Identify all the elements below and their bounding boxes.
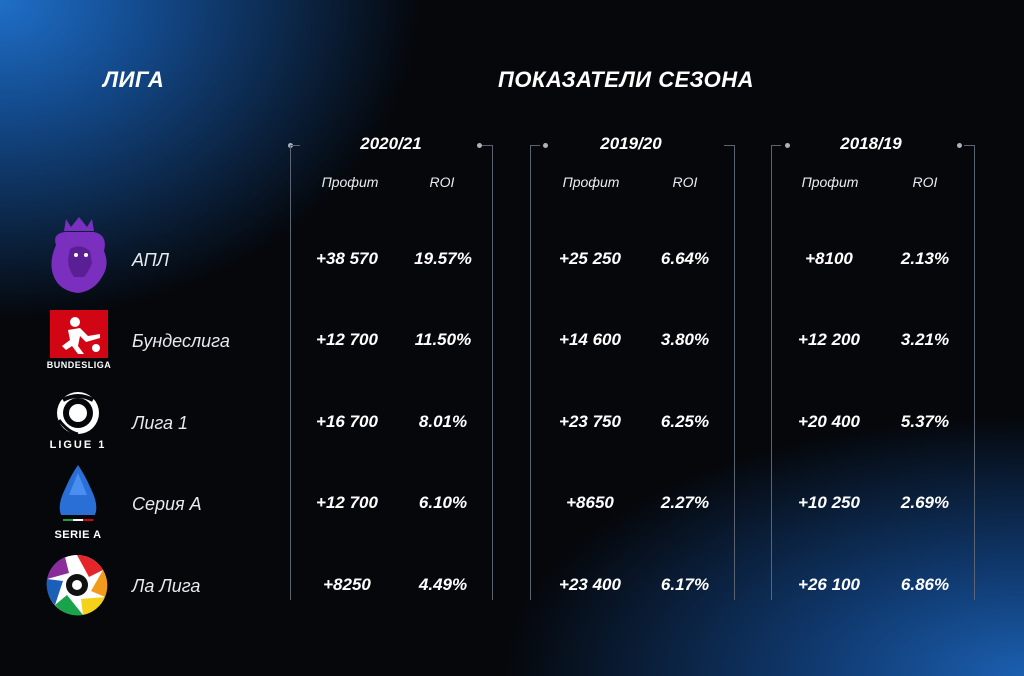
- league-name-serie-a: Серия А: [132, 494, 202, 514]
- col-roi: ROI: [672, 174, 698, 190]
- season-year: 2020/21: [360, 134, 422, 153]
- col-profit: Профит: [321, 174, 379, 190]
- bracket-right: [974, 145, 975, 600]
- profit-cell: +16 700: [316, 412, 378, 431]
- roi-cell: 3.80%: [660, 330, 710, 349]
- roi-cell: 19.57%: [414, 249, 472, 268]
- bracket-left: [530, 145, 531, 600]
- season-stats-header: ПОКАЗАТЕЛИ СЕЗОНА: [498, 67, 754, 92]
- col-roi: ROI: [429, 174, 455, 190]
- bracket-right: [734, 145, 735, 600]
- league-column-header: ЛИГА: [103, 67, 165, 92]
- col-roi: ROI: [912, 174, 938, 190]
- profit-cell: +12 700: [316, 330, 378, 349]
- roi-cell: 6.86%: [900, 575, 950, 594]
- profit-cell: +25 250: [559, 249, 621, 268]
- bracket-dot: [543, 143, 548, 148]
- ligue1-icon: [57, 392, 99, 436]
- roi-cell: 6.10%: [418, 493, 468, 512]
- bracket-tick: [964, 145, 974, 146]
- roi-cell: 6.64%: [660, 249, 710, 268]
- laliga-ball-icon: [46, 555, 108, 616]
- roi-cell: 3.21%: [900, 330, 950, 349]
- bracket-left: [290, 145, 291, 600]
- bundesliga-icon: [50, 310, 108, 358]
- profit-cell: +14 600: [559, 330, 621, 349]
- premier-league-lion-icon: [51, 217, 107, 293]
- serie-a-caption: SERIE A: [54, 529, 102, 541]
- bracket-tick: [771, 145, 781, 146]
- roi-cell: 2.27%: [660, 493, 710, 512]
- profit-cell: +8250: [323, 575, 371, 594]
- profit-cell: +20 400: [798, 412, 860, 431]
- profit-cell: +8100: [805, 249, 853, 268]
- profit-cell: +23 750: [559, 412, 621, 431]
- roi-cell: 2.69%: [900, 493, 950, 512]
- col-profit: Профит: [562, 174, 620, 190]
- roi-cell: 11.50%: [414, 330, 472, 349]
- bracket-tick: [530, 145, 540, 146]
- bracket-left: [771, 145, 772, 600]
- league-name-laliga: Ла Лига: [132, 576, 201, 596]
- profit-cell: +12 200: [798, 330, 860, 349]
- bracket-tick: [482, 145, 492, 146]
- col-profit: Профит: [801, 174, 859, 190]
- league-name-epl: АПЛ: [132, 250, 169, 270]
- season-year: 2019/20: [600, 134, 662, 153]
- bracket-tick: [290, 145, 300, 146]
- roi-cell: 6.25%: [660, 412, 710, 431]
- roi-cell: 8.01%: [418, 412, 468, 431]
- profit-cell: +10 250: [798, 493, 860, 512]
- profit-cell: +38 570: [316, 249, 378, 268]
- profit-cell: +12 700: [316, 493, 378, 512]
- season-year: 2018/19: [840, 134, 902, 153]
- serie-a-icon: [59, 465, 97, 521]
- bracket-dot: [957, 143, 962, 148]
- bracket-dot: [477, 143, 482, 148]
- bracket-right: [492, 145, 493, 600]
- roi-cell: 4.49%: [418, 575, 468, 594]
- bracket-dot: [785, 143, 790, 148]
- league-name-ligue1: Лига 1: [132, 413, 189, 433]
- league-name-bundesliga: Бундеслига: [132, 331, 230, 351]
- roi-cell: 6.17%: [660, 575, 710, 594]
- profit-cell: +23 400: [559, 575, 621, 594]
- profit-cell: +26 100: [798, 575, 860, 594]
- bracket-tick: [724, 145, 734, 146]
- roi-cell: 2.13%: [900, 249, 950, 268]
- profit-cell: +8650: [566, 493, 614, 512]
- ligue1-caption: LIGUE 1: [49, 439, 107, 451]
- bundesliga-caption: BUNDESLIGA: [46, 360, 112, 370]
- roi-cell: 5.37%: [900, 412, 950, 431]
